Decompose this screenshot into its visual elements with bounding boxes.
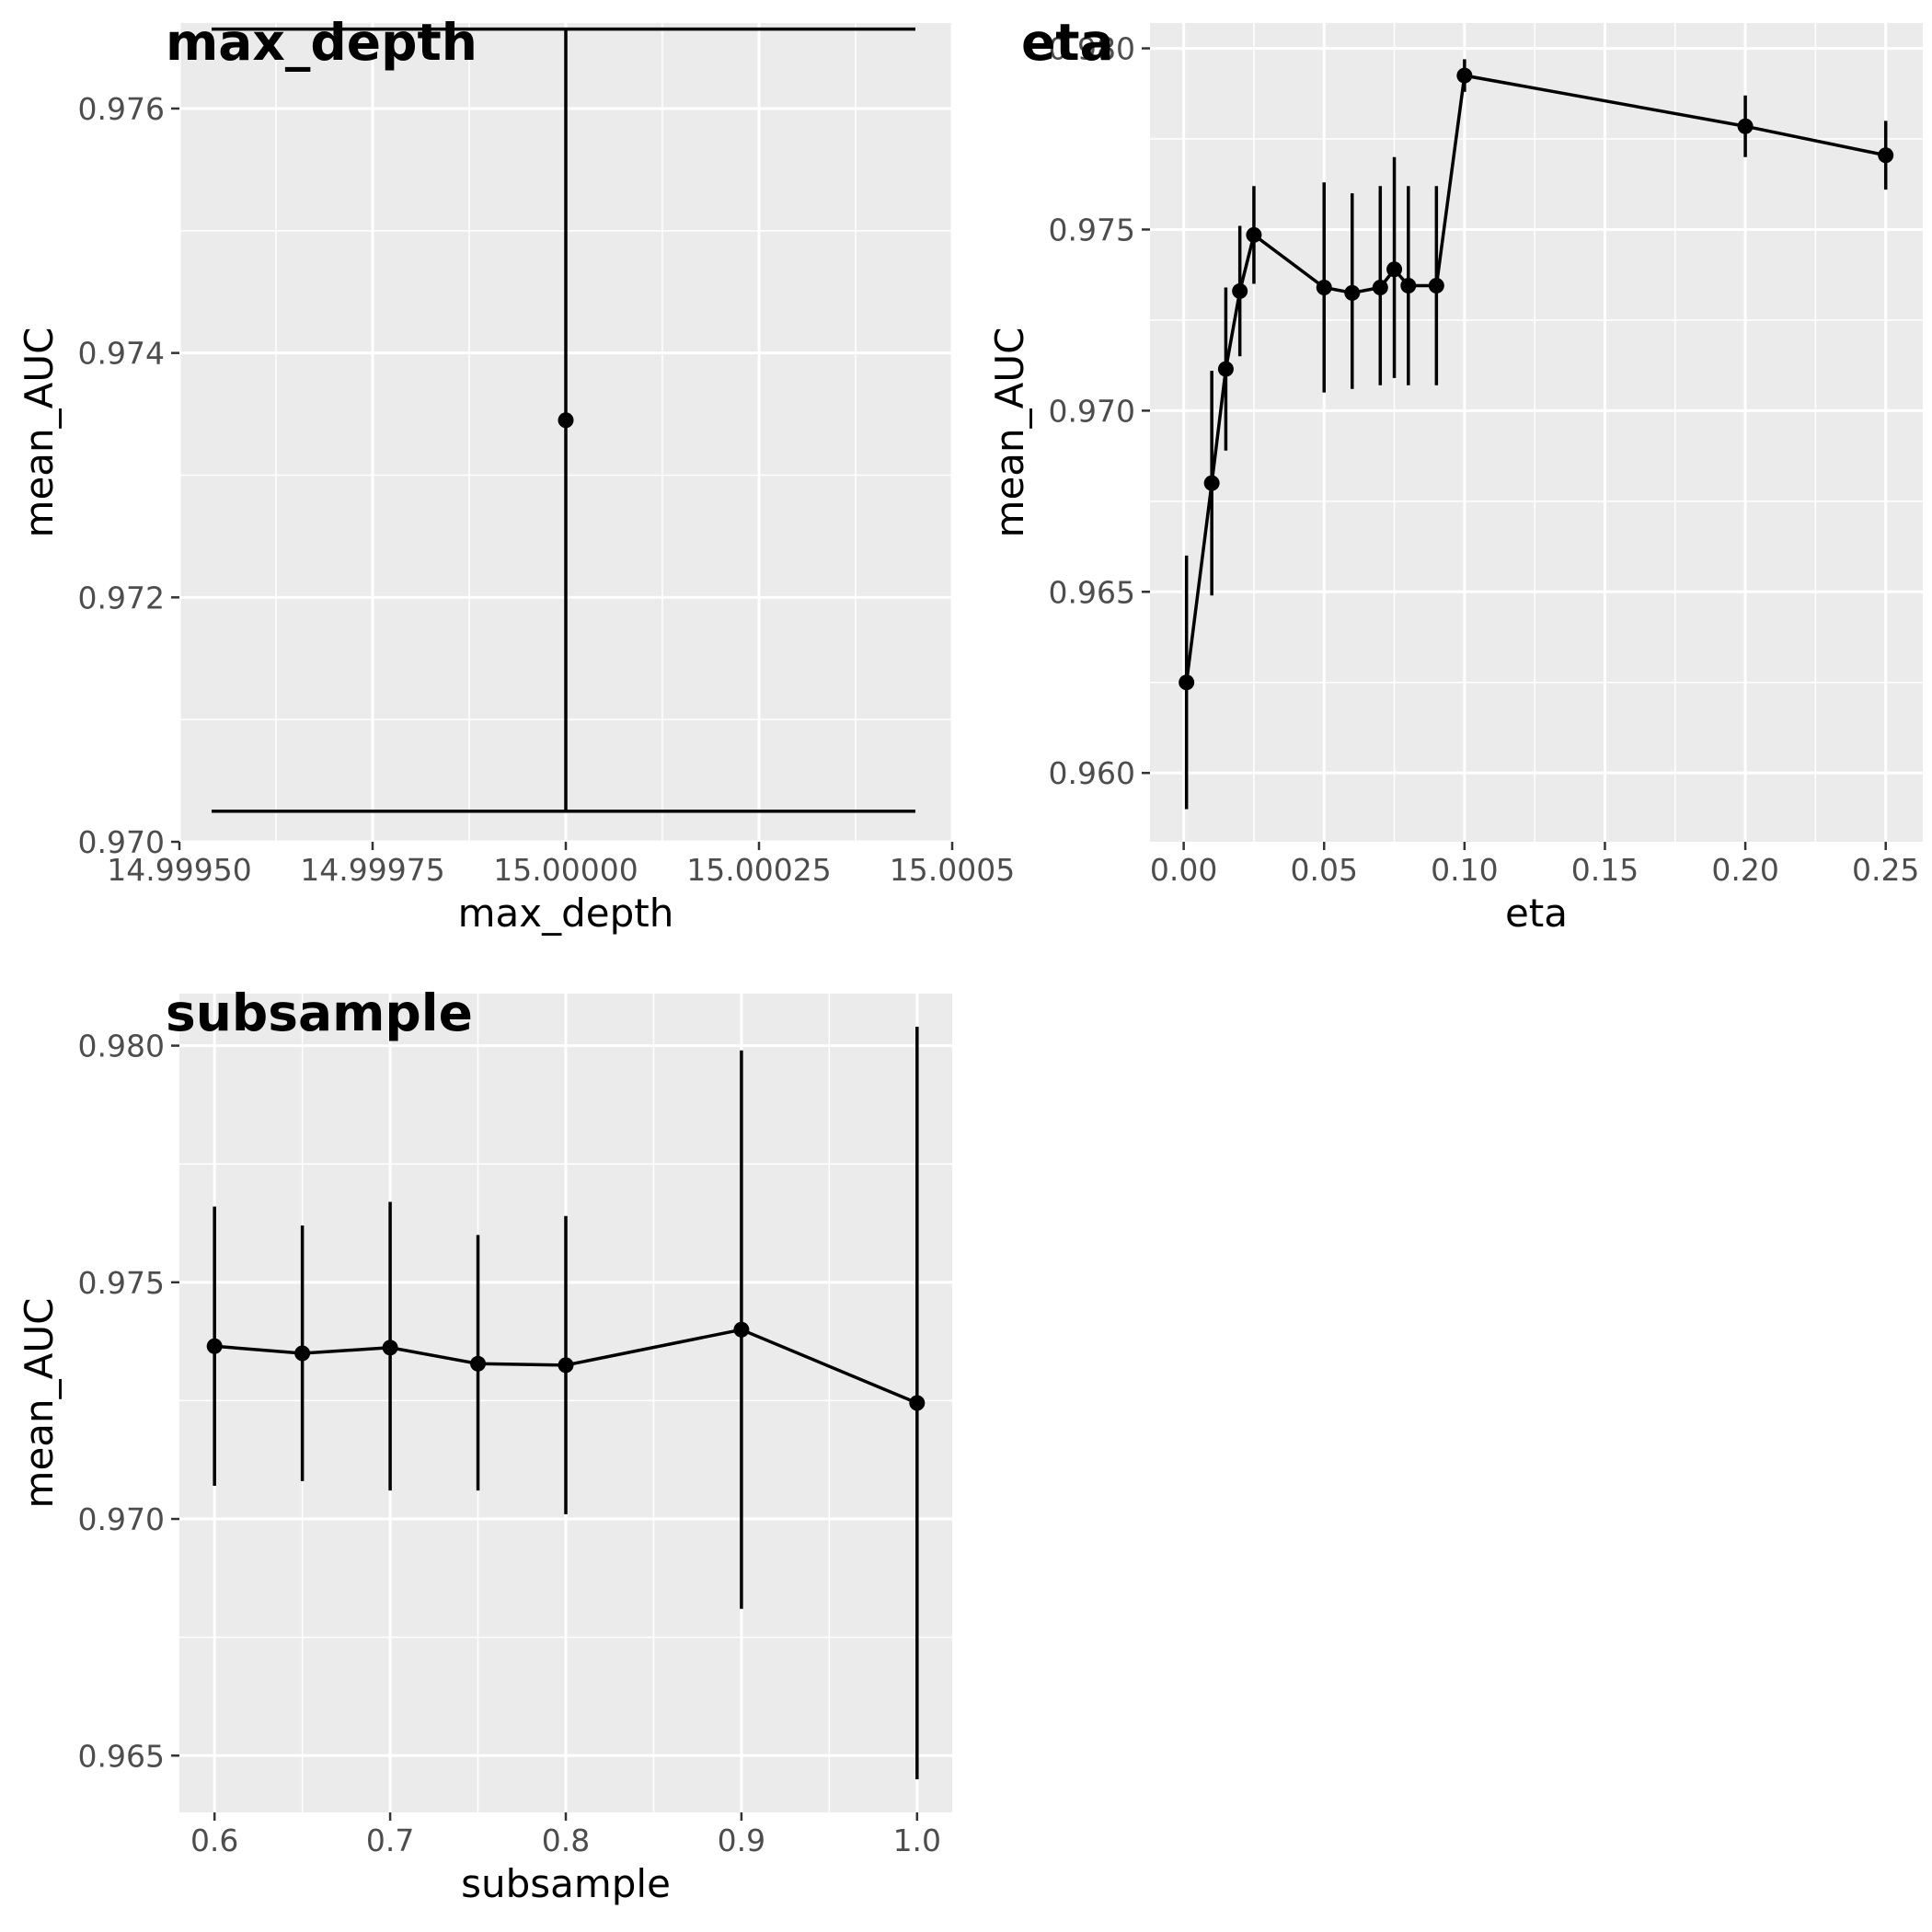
y-tick-label: 0.980 (1049, 31, 1135, 67)
data-point (1203, 475, 1220, 491)
y-axis-label: mean_AUC (987, 328, 1032, 538)
x-axis-label: subsample (461, 1861, 671, 1906)
x-tick-label: 0.15 (1571, 852, 1639, 888)
x-tick-label: 15.00000 (493, 852, 638, 888)
data-point (382, 1340, 398, 1356)
y-tick-label: 0.974 (78, 336, 165, 372)
data-point (733, 1321, 750, 1338)
data-point (558, 412, 574, 429)
data-point (206, 1338, 223, 1354)
y-tick-label: 0.980 (78, 1029, 165, 1064)
chart-title: eta (1021, 13, 1114, 72)
data-point (1217, 361, 1234, 377)
data-point (1428, 278, 1444, 294)
x-tick-label: 0.25 (1852, 852, 1919, 888)
x-axis-label: max_depth (458, 891, 674, 936)
chart-panel-max_depth: 14.99950 14.99975 15.00000 15.00025 15.0005 0… (17, 13, 1015, 936)
x-tick-label: 0.10 (1431, 852, 1498, 888)
data-point (1386, 261, 1403, 278)
data-point (1456, 67, 1473, 84)
x-tick-label: 0.20 (1711, 852, 1778, 888)
y-axis-label: mean_AUC (17, 1298, 62, 1509)
y-tick-label: 0.970 (78, 1501, 165, 1537)
x-tick-label: 14.99975 (300, 852, 444, 888)
x-tick-label: 0.6 (190, 1823, 238, 1858)
y-tick-label: 0.960 (1049, 755, 1135, 791)
series-line (1184, 74, 1887, 683)
plot-background (1150, 23, 1923, 842)
chart-panel-subsample: 0.6 0.7 0.8 0.9 1.00.9650.9700.9750.980subsa… (17, 983, 952, 1906)
chart-panel-eta: 0.00 0.05 0.10 0.15 0.20 0.25 0.960 0.965 0.970 0… (987, 13, 1923, 936)
y-tick-label: 0.970 (1049, 393, 1135, 429)
data-point (1737, 118, 1754, 134)
data-point (558, 1357, 574, 1374)
y-axis-label: mean_AUC (17, 328, 62, 538)
x-tick-label: 1.0 (893, 1823, 941, 1858)
data-point (1344, 284, 1361, 301)
chart-title: max_depth (166, 13, 477, 72)
data-point (1179, 674, 1195, 691)
data-point (1246, 226, 1262, 243)
data-point (1232, 282, 1248, 299)
data-point (470, 1355, 487, 1372)
data-point (1878, 147, 1894, 164)
y-tick-label: 0.965 (1049, 574, 1135, 610)
data-point (1316, 279, 1332, 295)
data-point (1372, 279, 1388, 295)
x-tick-label: 15.0005 (890, 852, 1015, 888)
x-tick-label: 0.7 (366, 1823, 414, 1858)
x-tick-label: 0.05 (1291, 852, 1358, 888)
y-tick-label: 0.976 (78, 91, 165, 127)
y-tick-label: 0.972 (78, 580, 165, 615)
y-tick-label: 0.965 (78, 1738, 165, 1774)
y-tick-label: 0.975 (78, 1265, 165, 1301)
x-tick-label: 0.00 (1150, 852, 1217, 888)
x-axis-label: eta (1505, 891, 1568, 936)
chart-title: subsample (166, 983, 473, 1042)
y-tick-label: 0.975 (1049, 212, 1135, 247)
y-tick-label: 0.970 (78, 824, 165, 860)
x-tick-label: 0.9 (718, 1823, 765, 1858)
data-point (294, 1345, 311, 1362)
data-point (1400, 278, 1417, 294)
x-tick-label: 14.99950 (107, 852, 251, 888)
x-tick-label: 15.00025 (686, 852, 831, 888)
x-tick-label: 0.8 (542, 1823, 590, 1858)
data-point (909, 1395, 926, 1411)
